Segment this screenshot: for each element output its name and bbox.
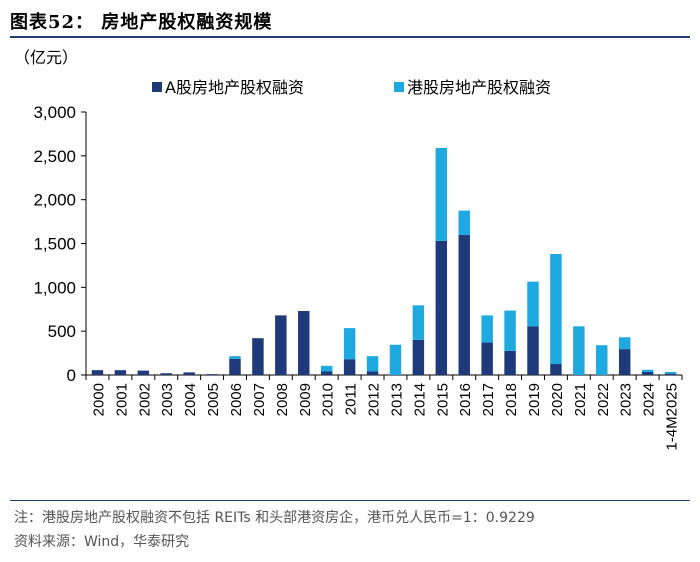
x-tick-label: 2007 [251,383,268,416]
y-tick-label: 2,000 [33,191,76,210]
bar-hk-share [389,344,402,375]
x-tick-label: 2024 [641,383,658,416]
figure-title: 图表52： 房地产股权融资规模 [10,12,273,33]
legend-label: A股房地产股权融资 [165,78,304,97]
legend-swatch [152,82,162,92]
bar-a-share [527,326,539,375]
bar-hk-share [573,326,585,375]
bar-a-share [435,240,448,375]
x-tick-label: 2021 [572,383,589,416]
bar-a-share [298,311,310,375]
bar-hk-share [343,328,356,360]
bar-a-share [160,373,172,375]
y-tick-label: 3,000 [33,103,76,122]
x-tick-label: 2001 [113,383,130,416]
bar-a-share [137,370,150,375]
bar-hk-share [550,254,562,365]
x-tick-label: 2016 [457,383,474,416]
legend-label: 港股房地产股权融资 [407,78,551,97]
bar-a-share [458,234,470,375]
unit-label: （亿元） [14,48,79,67]
bar-hk-share [458,210,470,235]
bar-hk-share [366,356,379,372]
bar-a-share [664,373,677,375]
y-tick-label: 1,500 [33,235,76,254]
stacked-bar-chart: 0 500 1,000 1,500 2,000 2,500 3,000 2000 2001 200… [33,78,683,451]
x-tick-label: 2012 [366,383,383,416]
bar-a-share [206,374,218,375]
bar-a-share [618,349,631,375]
bar-hk-share [596,345,608,375]
bar-a-share [275,315,287,375]
x-tick-label: 2008 [274,383,291,416]
footnote: 注：港股房地产股权融资不包括 REITs 和头部港资房企，港币兑人民币=1：0.… [14,510,535,526]
y-tick-label: 2,500 [33,147,76,166]
bar-a-share [412,339,425,375]
bar-a-share [252,338,264,375]
bar-hk-share [641,369,654,372]
bar-a-share [320,371,333,375]
x-tick-label: 2023 [618,383,635,416]
x-tick-label: 2014 [411,383,428,416]
x-tick-label: 2009 [297,383,314,416]
bar-hk-share [664,371,677,374]
bar-a-share [229,358,241,375]
bar-hk-share [435,147,448,241]
x-tick-label: 2017 [480,383,497,416]
x-tick-label: 2005 [205,383,222,416]
y-tick-label: 500 [48,322,76,341]
x-tick-label: 2015 [434,383,451,416]
bar-hk-share [527,281,539,327]
bar-a-share [481,342,493,375]
bar-a-share [366,371,379,375]
x-tick-label: 2011 [343,383,360,415]
bar-hk-share [229,356,241,359]
x-tick-label: 2004 [182,383,199,416]
x-tick-label: 2013 [388,383,405,416]
x-tick-label: 2006 [228,383,245,416]
bar-hk-share [412,305,425,340]
bar-a-share [641,371,654,375]
title-divider [10,36,690,38]
bar-hk-share [618,337,631,350]
footer-divider [10,500,690,501]
bar-a-share [114,370,127,375]
x-tick-label: 2019 [526,383,543,416]
x-tick-label: 2000 [90,383,107,416]
bar-a-share [183,372,195,375]
x-tick-label: 2010 [320,383,337,416]
legend-swatch [394,82,404,92]
bar-a-share [343,359,356,375]
x-tick-label: 1-4M2025 [664,383,681,451]
y-tick-label: 1,000 [33,278,76,297]
bar-a-share [504,350,516,375]
x-tick-label: 2002 [136,383,153,416]
source-note: 资料来源：Wind，华泰研究 [14,534,190,550]
bar-hk-share [320,365,333,372]
y-tick-label: 0 [67,366,76,385]
x-tick-label: 2018 [503,383,520,416]
bar-a-share [91,370,104,375]
bar-hk-share [481,315,493,343]
bar-hk-share [504,310,516,351]
bar-a-share [550,364,562,375]
x-tick-label: 2020 [549,383,566,416]
x-tick-label: 2022 [595,383,612,416]
x-tick-label: 2003 [159,383,176,416]
